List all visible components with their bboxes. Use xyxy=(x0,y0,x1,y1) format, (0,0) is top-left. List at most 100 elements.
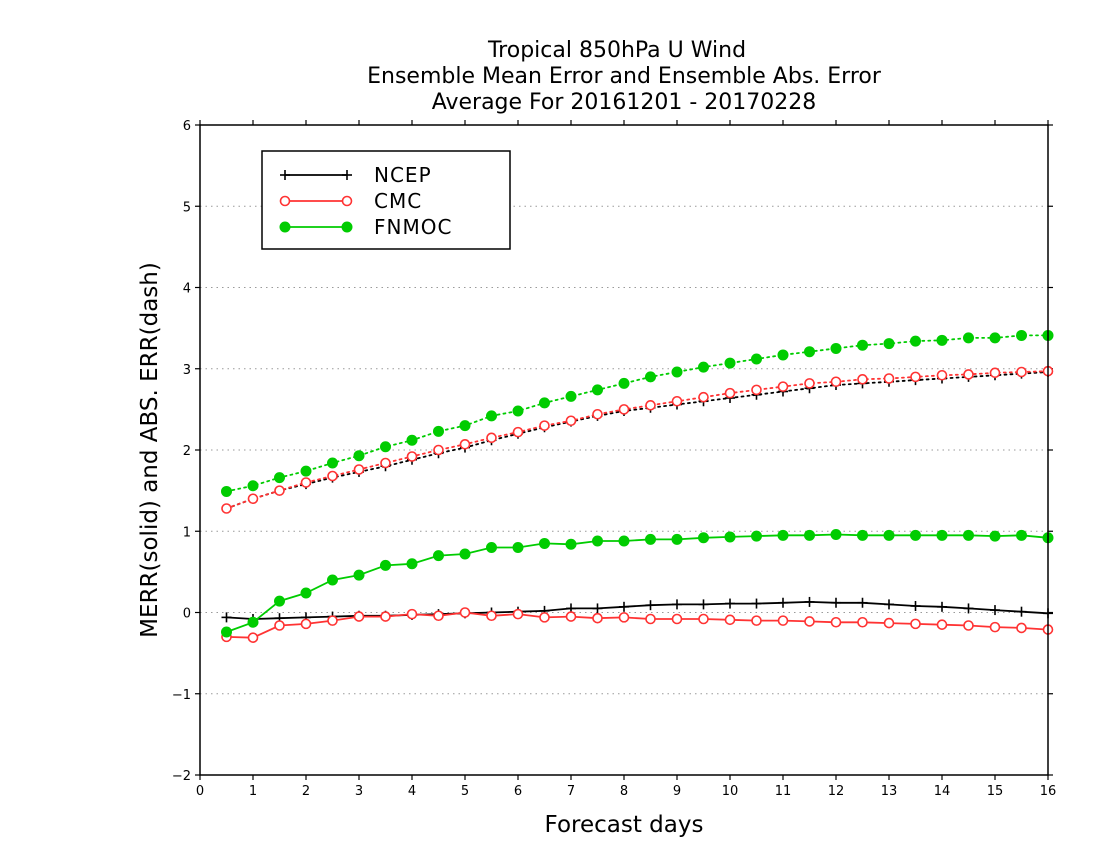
cmc-abs-err-point xyxy=(380,457,391,469)
fnmoc-abs-err-line xyxy=(225,334,1049,493)
ncep-merr-point xyxy=(725,598,735,609)
ncep-merr-point xyxy=(910,601,921,611)
cmc-merr-point xyxy=(989,621,1001,633)
y-tick-label: −2 xyxy=(172,769,191,784)
fnmoc-abs-err-point xyxy=(565,390,577,402)
cmc-merr-point xyxy=(353,611,365,622)
legend-swatch-marker-end xyxy=(341,195,353,207)
fnmoc-abs-err-point xyxy=(221,485,232,497)
cmc-merr-point xyxy=(857,616,868,628)
x-tick-label: 15 xyxy=(987,784,1004,799)
x-tick-label: 16 xyxy=(1040,784,1057,799)
fnmoc-merr-point xyxy=(433,550,444,562)
fnmoc-abs-err-point xyxy=(539,397,550,409)
cmc-abs-err-point xyxy=(698,391,709,403)
x-tick-label: 14 xyxy=(934,784,951,799)
y-tick-label: 5 xyxy=(183,200,191,215)
cmc-abs-err-point xyxy=(221,503,232,514)
cmc-abs-err-point xyxy=(804,378,815,389)
cmc-merr-point xyxy=(512,608,524,620)
cmc-merr-point xyxy=(486,610,497,622)
x-tick-label: 4 xyxy=(408,784,416,799)
x-tick-label: 5 xyxy=(461,784,469,799)
y-tick-label: 3 xyxy=(183,363,191,378)
ncep-merr-point xyxy=(990,605,1000,616)
ncep-merr-point xyxy=(645,600,656,611)
fnmoc-abs-err-point xyxy=(353,450,365,462)
legend-label: NCEP xyxy=(374,163,432,187)
cmc-merr-point xyxy=(910,618,921,630)
cmc-abs-err-point xyxy=(565,415,577,427)
cmc-merr-point xyxy=(1016,622,1027,634)
fnmoc-abs-err-point xyxy=(592,384,603,396)
fnmoc-merr-point xyxy=(592,535,603,547)
fnmoc-abs-err-point xyxy=(724,357,736,369)
x-tick-label: 2 xyxy=(302,784,310,799)
fnmoc-abs-err-series xyxy=(221,329,1054,497)
cmc-merr-point xyxy=(274,620,285,631)
legend-item-fnmoc: FNMOC xyxy=(279,215,452,239)
legend-swatch-marker-start xyxy=(280,170,290,180)
y-tick-label: 1 xyxy=(183,525,191,540)
fnmoc-abs-err-point xyxy=(751,353,762,365)
fnmoc-merr-point xyxy=(671,533,683,545)
fnmoc-abs-err-point xyxy=(618,377,630,389)
ncep-merr-line xyxy=(226,600,1049,620)
cmc-merr-point xyxy=(327,615,338,626)
ncep-merr-point xyxy=(884,599,894,610)
ncep-merr-point xyxy=(778,597,788,608)
cmc-merr-series xyxy=(221,607,1054,643)
cmc-merr-point xyxy=(565,611,577,622)
ncep-merr-point xyxy=(751,598,762,609)
ncep-merr-point xyxy=(1016,606,1027,617)
fnmoc-merr-series xyxy=(221,529,1054,638)
fnmoc-merr-point xyxy=(459,548,471,560)
y-tick-label: −1 xyxy=(172,688,191,703)
cmc-abs-err-point xyxy=(989,367,1001,379)
legend-item-cmc: CMC xyxy=(279,189,422,213)
legend-label: FNMOC xyxy=(374,215,452,239)
cmc-abs-err-point xyxy=(645,400,656,411)
x-tick-label: 7 xyxy=(567,784,575,799)
cmc-abs-err-point xyxy=(963,369,974,380)
cmc-merr-point xyxy=(830,616,842,628)
fnmoc-abs-err-point xyxy=(857,339,868,351)
chart-title-line-1: Tropical 850hPa U Wind xyxy=(487,38,746,63)
cmc-merr-point xyxy=(592,612,603,624)
ncep-merr-point xyxy=(592,603,603,614)
cmc-merr-point xyxy=(645,613,656,625)
cmc-abs-err-point xyxy=(777,381,789,392)
cmc-abs-err-point xyxy=(857,374,868,385)
cmc-abs-err-point xyxy=(671,395,683,407)
cmc-abs-err-point xyxy=(353,464,365,475)
cmc-merr-point xyxy=(459,607,471,618)
fnmoc-abs-err-point xyxy=(512,405,524,417)
ncep-merr-series xyxy=(221,596,1053,624)
fnmoc-merr-point xyxy=(512,542,524,553)
cmc-merr-point xyxy=(300,618,312,630)
legend-label: CMC xyxy=(374,189,422,213)
fnmoc-abs-err-point xyxy=(989,332,1001,344)
chart-title: Tropical 850hPa U Wind Ensemble Mean Err… xyxy=(367,38,882,115)
fnmoc-merr-point xyxy=(857,529,868,541)
fnmoc-abs-err-point xyxy=(883,338,895,350)
fnmoc-merr-point xyxy=(539,537,550,549)
cmc-abs-err-point xyxy=(459,439,471,450)
ncep-abs-err-line xyxy=(225,371,1049,510)
cmc-abs-err-point xyxy=(300,477,312,488)
legend-swatch-marker-end xyxy=(341,221,353,233)
legend-box xyxy=(261,150,511,250)
cmc-abs-err-point xyxy=(512,426,524,438)
cmc-merr-point xyxy=(539,612,550,623)
cmc-abs-err-point xyxy=(724,387,736,399)
cmc-abs-err-point xyxy=(1016,366,1027,378)
fnmoc-abs-err-point xyxy=(910,335,921,347)
legend-swatch-marker-start xyxy=(279,221,291,233)
fnmoc-abs-err-point xyxy=(327,457,338,469)
fnmoc-abs-err-point xyxy=(963,332,974,344)
y-tick-label: 2 xyxy=(183,444,191,459)
x-tick-label: 6 xyxy=(514,784,522,799)
fnmoc-abs-err-point xyxy=(459,420,471,432)
x-tick-label: 11 xyxy=(775,784,792,799)
